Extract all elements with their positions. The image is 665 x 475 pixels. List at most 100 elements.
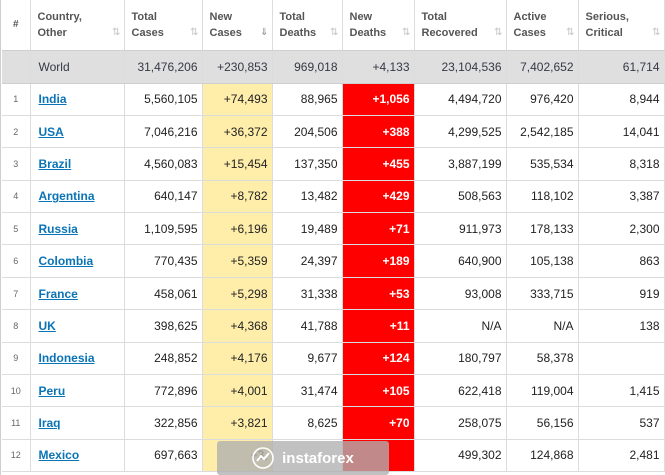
new-cases-cell: +8,782 [202,180,273,214]
col-header-total-recovered[interactable]: Total Recovered ⇅ [414,0,507,51]
country-link[interactable]: Mexico [38,448,80,463]
new-cases-cell: +4,176 [202,342,273,376]
country-cell: Iraq [30,406,125,440]
country-cell: Indonesia [30,342,125,376]
country-link[interactable]: India [38,92,67,107]
col-header-active-cases[interactable]: Active Cases ⇅ [506,0,579,51]
sort-desc-icon[interactable]: ⇓ [260,26,268,38]
sort-icon[interactable]: ⇅ [112,26,120,38]
serious-critical-cell: 3,387 [578,180,665,214]
country-link[interactable]: Colombia [38,254,94,269]
new-deaths-cell: +70 [342,406,415,440]
country-link[interactable]: Iraq [38,416,61,431]
total-deaths-cell: 31,474 [272,374,343,408]
new-deaths-cell: +53 [342,277,415,311]
active-cases-cell: 2,542,185 [506,115,579,149]
total-recovered-cell: 180,797 [414,342,507,376]
total-cases-cell: 398,625 [124,309,203,343]
world-new-cases: +230,853 [202,50,273,84]
new-cases-cell: +15,454 [202,147,273,181]
country-cell: Colombia [30,244,125,278]
total-recovered-cell: N/A [414,309,507,343]
rank-cell: 9 [2,342,31,376]
new-cases-cell: +4,001 [202,374,273,408]
table-header-row: # Country, Other ⇅ Total Cases ⇅ New Cases… [2,0,665,51]
total-deaths-cell: 13,482 [272,180,343,214]
instaforex-watermark: instaforex [217,441,389,475]
table-row: 10 Peru 772,896 +4,001 31,474 +105 622,418 119,… [2,374,665,408]
total-deaths-cell: 88,965 [272,83,343,116]
new-cases-cell: +6,196 [202,212,273,246]
total-deaths-cell: 19,489 [272,212,343,246]
sort-icon[interactable]: ⇅ [494,26,502,38]
country-link[interactable]: Argentina [38,189,95,204]
country-cell: Brazil [30,147,125,181]
col-header-serious-critical[interactable]: Serious, Critical ⇅ [578,0,665,51]
col-header-country[interactable]: Country, Other ⇅ [30,0,125,51]
sort-icon[interactable]: ⇅ [190,26,198,38]
col-header-total-deaths[interactable]: Total Deaths ⇅ [272,0,343,51]
new-cases-cell: +4,368 [202,309,273,343]
active-cases-cell: 535,534 [506,147,579,181]
col-header-new-cases[interactable]: New Cases ⇓ [202,0,273,51]
world-name: World [30,50,125,84]
new-cases-cell: +3,821 [202,406,273,440]
sort-icon[interactable]: ⇅ [566,26,574,38]
rank-cell: 10 [2,374,31,408]
col-header-new-deaths[interactable]: New Deaths ⇅ [342,0,415,51]
country-cell: Mexico [30,439,125,473]
country-link[interactable]: USA [38,124,64,139]
sort-icon[interactable]: ⇅ [652,26,660,38]
col-header-total-cases[interactable]: Total Cases ⇅ [124,0,203,51]
total-recovered-cell: 622,418 [414,374,507,408]
new-deaths-cell: +455 [342,147,415,181]
country-cell: USA [30,115,125,149]
sort-icon[interactable]: ⇅ [402,26,410,38]
table-row: 8 UK 398,625 +4,368 41,788 +11 N/A N/A 138 [2,309,665,343]
active-cases-cell: 105,138 [506,244,579,278]
new-deaths-cell: +388 [342,115,415,149]
table-row: 4 Argentina 640,147 +8,782 13,482 +429 508,563… [2,180,665,214]
new-cases-cell: +5,359 [202,244,273,278]
country-link[interactable]: Indonesia [38,351,95,366]
country-link[interactable]: Peru [38,383,66,398]
country-link[interactable]: France [38,286,78,301]
total-cases-cell: 248,852 [124,342,203,376]
serious-critical-cell: 537 [578,406,665,440]
col-header-rank[interactable]: # [2,0,31,51]
total-cases-cell: 772,896 [124,374,203,408]
country-link[interactable]: Russia [38,221,78,236]
total-cases-cell: 1,109,595 [124,212,203,246]
world-total-deaths: 969,018 [272,50,343,84]
active-cases-cell: 56,156 [506,406,579,440]
total-cases-cell: 5,560,105 [124,83,203,116]
new-deaths-cell: +124 [342,342,415,376]
world-rank-cell [2,50,31,84]
rank-cell: 11 [2,406,31,440]
active-cases-cell: 58,378 [506,342,579,376]
world-total-cases: 31,476,206 [124,50,203,84]
serious-critical-cell: 863 [578,244,665,278]
table-row: 7 France 458,061 +5,298 31,338 +53 93,008 333,7… [2,277,665,311]
serious-critical-cell: 2,481 [578,439,665,473]
total-cases-cell: 7,046,216 [124,115,203,149]
total-cases-cell: 322,856 [124,406,203,440]
rank-cell: 12 [2,439,31,473]
country-link[interactable]: UK [38,318,56,333]
country-link[interactable]: Brazil [38,156,72,171]
total-recovered-cell: 4,299,525 [414,115,507,149]
total-deaths-cell: 31,338 [272,277,343,311]
rank-cell: 3 [2,147,31,181]
new-deaths-cell: +1,056 [342,83,415,116]
serious-critical-cell: 8,944 [578,83,665,116]
rank-cell: 7 [2,277,31,311]
new-cases-cell: +36,372 [202,115,273,149]
country-cell: Russia [30,212,125,246]
world-active-cases: 7,402,652 [506,50,579,84]
serious-critical-cell: 2,300 [578,212,665,246]
serious-critical-cell: 1,415 [578,374,665,408]
total-recovered-cell: 3,887,199 [414,147,507,181]
sort-icon[interactable]: ⇅ [330,26,338,38]
